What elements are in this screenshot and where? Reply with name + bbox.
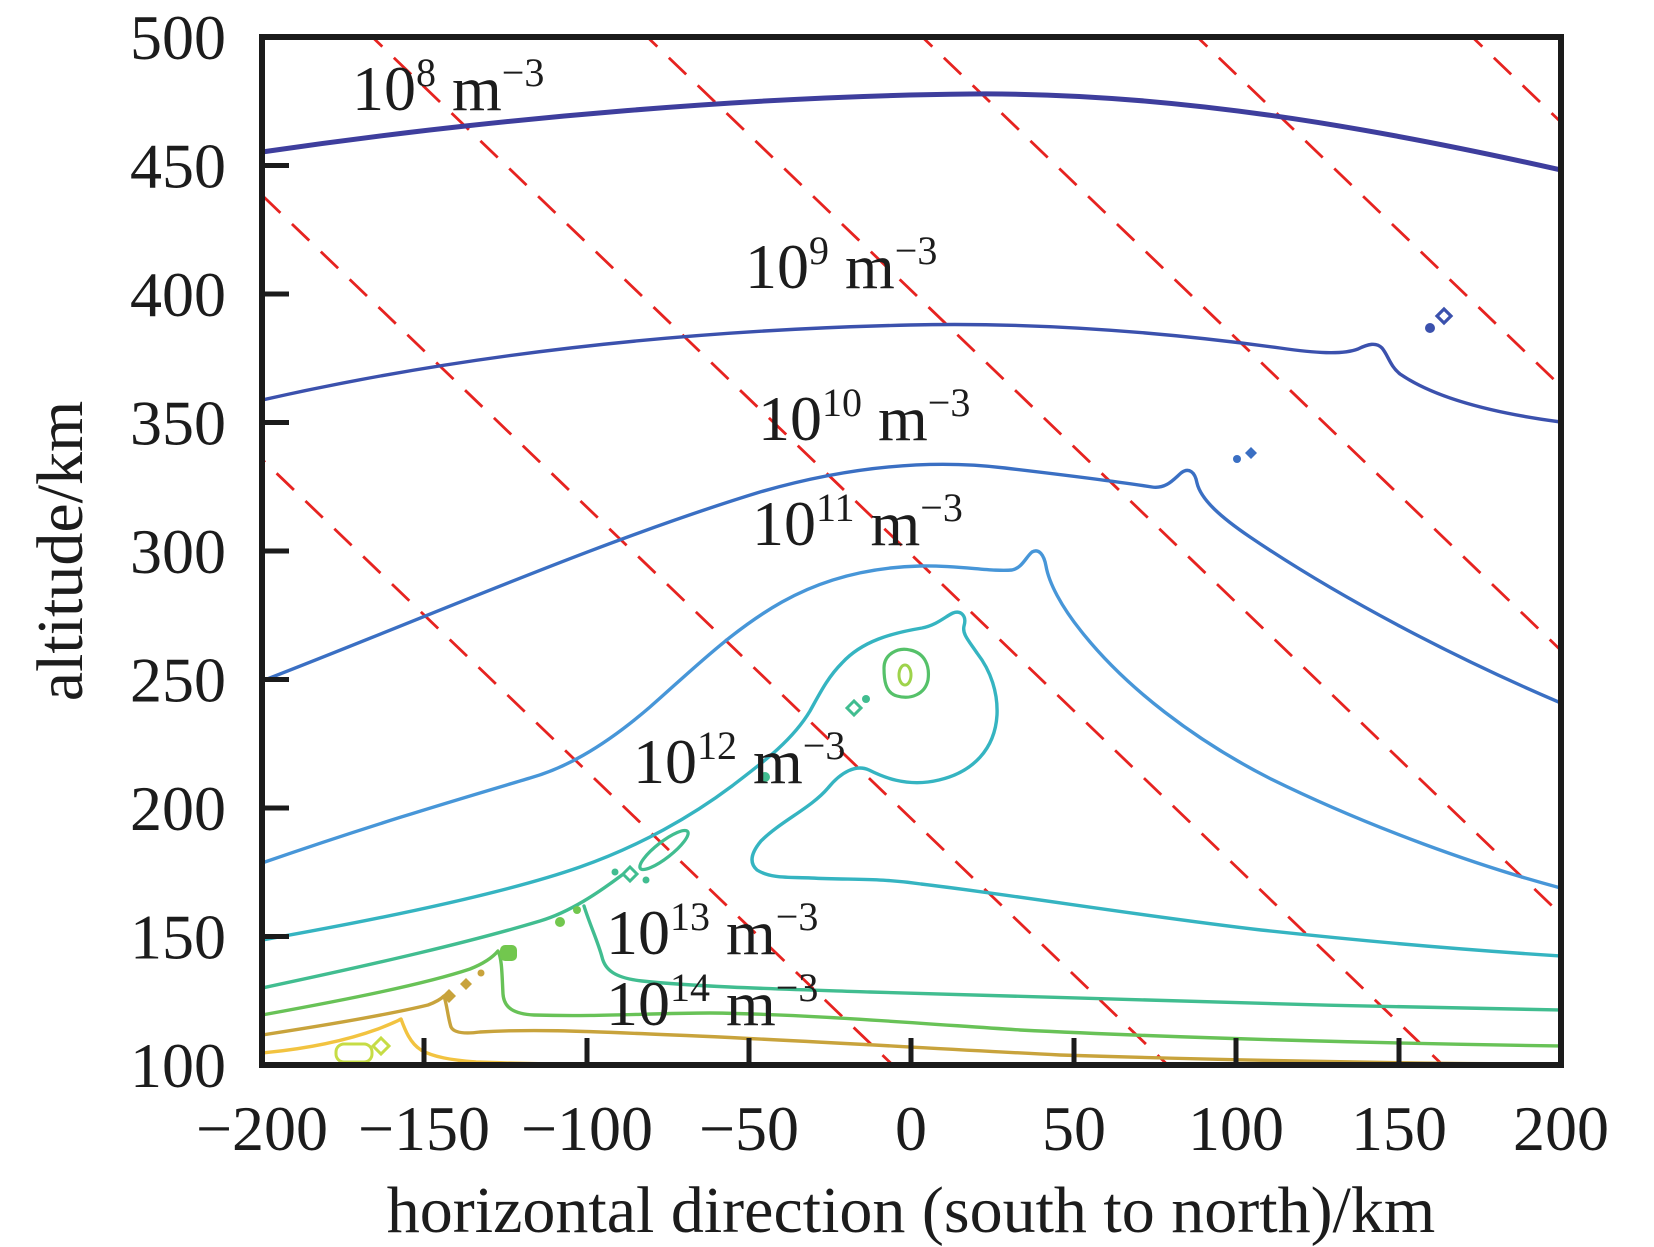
- patch-core-oval-icon: [897, 663, 913, 687]
- x-tick-200: 200: [1513, 1093, 1609, 1164]
- small-dot-icon: [760, 772, 770, 782]
- y-tick-100: 100: [130, 1030, 226, 1101]
- patch-inner-ring-icon: [882, 647, 931, 699]
- x-axis-title: horizontal direction (south to north)/km: [387, 1174, 1435, 1247]
- small-diamond-icon: [844, 698, 864, 718]
- contour-label-1e14: 1014 m−3: [606, 965, 818, 1039]
- small-diamond-icon: [460, 978, 472, 990]
- magnetic-field-line: [373, 40, 1442, 1062]
- contour-line-1e14: [265, 949, 1558, 1048]
- x-tick-n100: −100: [521, 1093, 653, 1164]
- x-tick-0: 0: [895, 1093, 927, 1164]
- contour-line-1e12: [265, 610, 1558, 958]
- small-dot-icon: [642, 876, 650, 884]
- x-tick-labels: −200 −150 −100 −50 0 50 100 150 200: [196, 1093, 1609, 1164]
- y-tick-300: 300: [130, 516, 226, 587]
- speck-dot-icon: [1425, 323, 1435, 333]
- contour-line-1e16: [265, 1017, 538, 1062]
- contour-line-1e13: [265, 873, 1558, 1012]
- small-dot-icon: [611, 868, 619, 876]
- contour-label-1e8: 108 m−3: [352, 50, 544, 124]
- contour-label-1e9: 109 m−3: [745, 228, 937, 302]
- small-diamond-icon: [620, 864, 640, 884]
- magnetic-field-line: [923, 40, 1558, 650]
- plot-frame: [259, 34, 1564, 1068]
- contour-label-1e12: 1012 m−3: [633, 723, 845, 797]
- y-tick-450: 450: [130, 131, 226, 202]
- x-tick-100: 100: [1188, 1093, 1284, 1164]
- magnetic-field-line: [648, 40, 1558, 914]
- contour-label-1e11: 1011 m−3: [752, 485, 963, 559]
- contour-line-1e11: [265, 549, 1558, 889]
- tick-marks: [265, 163, 1402, 1062]
- x-tick-n150: −150: [358, 1093, 490, 1164]
- contour-label-1e10: 1010 m−3: [758, 380, 970, 454]
- contour-line-1e9: [265, 322, 1558, 424]
- magnetic-field-line: [265, 196, 1167, 1062]
- x-tick-50: 50: [1042, 1093, 1106, 1164]
- small-dot-icon: [477, 969, 485, 977]
- x-tick-n200: −200: [196, 1093, 328, 1164]
- green-blob-icon: [500, 945, 517, 961]
- speck-diamond-icon: [1434, 306, 1454, 326]
- contours-group: [265, 91, 1558, 1062]
- contour-line-1e15: [265, 994, 1493, 1062]
- small-dot-icon: [862, 695, 870, 703]
- y-tick-200: 200: [130, 773, 226, 844]
- small-diamond-icon: [442, 989, 456, 1003]
- y-tick-500: 500: [130, 2, 226, 73]
- contour-line-1e8: [265, 91, 1558, 172]
- x-tick-n50: −50: [699, 1093, 799, 1164]
- y-tick-250: 250: [130, 645, 226, 716]
- small-dot-icon: [573, 906, 581, 914]
- yellow-green-island-icon: [370, 1035, 392, 1057]
- contour-labels-group: 108 m−3 109 m−3 1010 m−3 1011 m−3 1012 m…: [352, 50, 970, 1039]
- contour-label-1e13: 1013 m−3: [606, 894, 818, 968]
- ridge-elongated-blob-icon: [638, 828, 690, 872]
- y-tick-350: 350: [130, 388, 226, 459]
- magnetic-field-line: [265, 460, 892, 1062]
- contour-line-1e10: [265, 462, 1558, 704]
- small-dot-icon: [555, 917, 565, 927]
- yellow-green-island-icon: [334, 1042, 374, 1062]
- speck-diamond-icon: [1245, 447, 1257, 459]
- speck-dot-icon: [1233, 455, 1241, 463]
- y-axis-title: altitude/km: [24, 401, 97, 702]
- y-tick-150: 150: [130, 902, 226, 973]
- y-tick-labels: 500 450 400 350 300 250 200 150 100: [130, 2, 226, 1101]
- magnetic-field-line: [1198, 40, 1558, 386]
- y-tick-400: 400: [130, 259, 226, 330]
- x-tick-150: 150: [1351, 1093, 1447, 1164]
- field-lines-group: [265, 40, 1558, 1062]
